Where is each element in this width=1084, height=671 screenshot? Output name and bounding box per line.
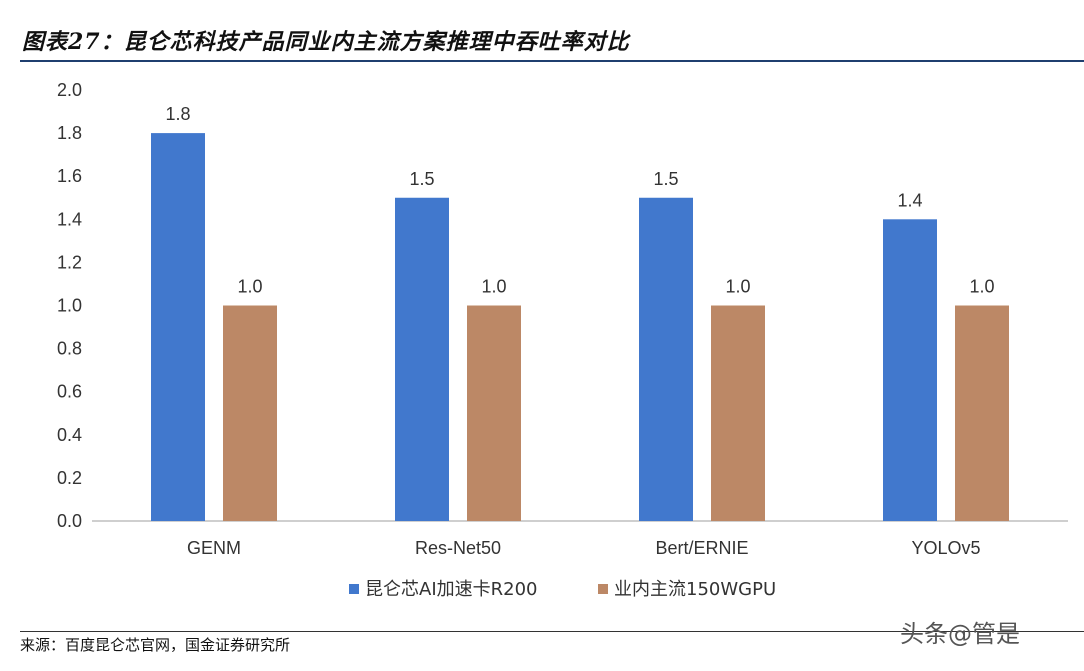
bar: [151, 133, 205, 521]
y-tick-label: 0.0: [57, 511, 82, 531]
bar: [883, 219, 937, 522]
legend-swatch: [598, 584, 608, 594]
bar: [467, 305, 521, 521]
y-tick-label: 2.0: [57, 80, 82, 100]
data-label: 1.5: [409, 169, 434, 189]
data-label: 1.8: [165, 104, 190, 124]
y-tick-label: 0.2: [57, 468, 82, 488]
title-divider: [20, 60, 1084, 62]
bar-chart: 0.0 0.2 0.4 0.6 0.8 1.0 1.2 1.4 1.6 1.8 2.0 1.8 1.0 G…: [57, 80, 1068, 600]
data-label: 1.4: [897, 190, 922, 210]
legend-label: 昆仑芯AI加速卡R200: [365, 579, 538, 600]
x-tick-label: Bert/ERNIE: [655, 538, 748, 558]
footer-divider: [20, 631, 1084, 632]
y-tick-label: 1.0: [57, 296, 82, 316]
data-label: 1.0: [237, 277, 262, 297]
legend-label: 业内主流150WGPU: [614, 579, 776, 600]
data-label: 1.5: [653, 169, 678, 189]
y-tick-label: 1.6: [57, 166, 82, 186]
y-tick-label: 0.6: [57, 382, 82, 402]
x-tick-label: YOLOv5: [911, 538, 980, 558]
chart-title: 图表27：昆仑芯科技产品同业内主流方案推理中吞吐率对比: [22, 29, 630, 55]
bar: [711, 305, 765, 521]
data-label: 1.0: [725, 277, 750, 297]
bar: [639, 197, 693, 521]
x-tick-label: GENM: [187, 538, 241, 558]
y-tick-label: 0.8: [57, 339, 82, 359]
bar: [955, 305, 1009, 521]
y-tick-label: 1.2: [57, 252, 82, 272]
y-tick-label: 0.4: [57, 425, 82, 445]
x-tick-label: Res-Net50: [415, 538, 501, 558]
data-label: 1.0: [481, 277, 506, 297]
legend-swatch: [349, 584, 359, 594]
y-tick-label: 1.4: [57, 209, 82, 229]
source-note: 来源：百度昆仑芯官网，国金证券研究所: [20, 636, 291, 654]
data-label: 1.0: [969, 277, 994, 297]
bar: [395, 197, 449, 521]
y-tick-label: 1.8: [57, 123, 82, 143]
bar: [223, 305, 277, 521]
watermark: 头条@管是: [900, 620, 1020, 648]
